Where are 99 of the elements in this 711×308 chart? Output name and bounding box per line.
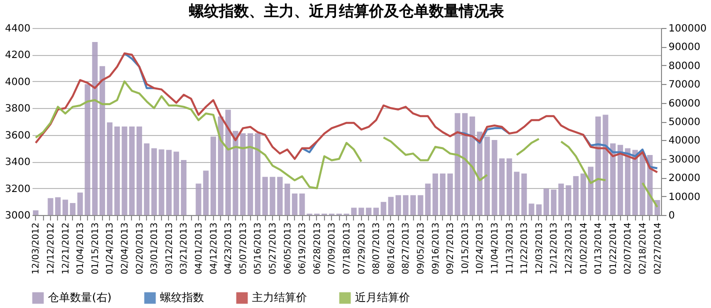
bar	[432, 173, 438, 215]
y-tick-label: 4000	[5, 76, 30, 88]
y-tick-label: 3200	[5, 184, 30, 195]
y2-tick-label: 80000	[668, 60, 700, 72]
y2-tick-label: 100000	[668, 24, 707, 34]
y2-tick-label: 10000	[668, 192, 700, 203]
chart-title: 螺纹指数、主力、近月结算价及仓单数量情况表	[188, 2, 505, 20]
x-tick-label: 06/28/2013	[312, 222, 323, 274]
x-tick-label: 01/15/2013	[90, 222, 101, 274]
y-tick-label: 4200	[5, 50, 30, 62]
x-tick-label: 06/05/2013	[283, 222, 294, 274]
bar	[514, 172, 520, 215]
bar	[402, 195, 408, 215]
bar	[62, 200, 68, 215]
x-tick-label: 01/04/2013	[76, 222, 86, 274]
x-tick-label: 03/01/2013	[150, 222, 160, 274]
bar	[136, 126, 142, 215]
legend-label: 主力结算价	[252, 291, 307, 304]
bar	[580, 173, 586, 215]
x-tick-label: 05/27/2013	[268, 222, 278, 274]
x-tick-label: 10/24/2013	[476, 222, 486, 274]
x-tick-label: 06/19/2013	[298, 222, 308, 274]
bar	[284, 184, 290, 215]
legend-label: 近月结算价	[355, 291, 410, 304]
bar	[144, 143, 150, 215]
bar	[358, 208, 364, 215]
bar	[506, 158, 512, 215]
bar	[100, 66, 106, 215]
x-tick-label: 09/05/2013	[416, 222, 426, 274]
x-tick-label: 02/18/2014	[638, 222, 648, 274]
bar	[396, 195, 402, 215]
x-tick-label: 05/07/2013	[238, 222, 249, 274]
x-tick-label: 04/12/2013	[209, 222, 220, 274]
x-tick-label: 09/16/2013	[431, 222, 442, 274]
x-tick-label: 12/21/2012	[61, 222, 72, 274]
x-tick-label: 12/12/2013	[550, 222, 560, 274]
y-tick-label: 3600	[5, 130, 30, 142]
x-tick-label: 10/15/2013	[460, 222, 471, 274]
x-tick-label: 11/22/2013	[520, 222, 530, 274]
x-tick-label: 07/18/2013	[342, 222, 352, 274]
x-tick-label: 12/12/2012	[46, 222, 56, 274]
bar	[174, 152, 180, 215]
x-tick-label: 02/20/2013	[135, 222, 146, 274]
bar	[366, 208, 372, 215]
bar	[218, 116, 224, 215]
bar	[292, 193, 298, 215]
bar	[470, 116, 476, 215]
bar	[70, 203, 76, 215]
x-tick-label: 01/24/2013	[106, 222, 116, 274]
x-tick-label: 03/12/2013	[164, 222, 175, 274]
y-tick-label: 3800	[5, 104, 30, 115]
x-tick-label: 08/27/2013	[402, 222, 412, 274]
bar	[476, 132, 482, 215]
x-tick-label: 02/27/2014	[653, 222, 664, 274]
x-tick-label: 09/27/2013	[446, 222, 456, 274]
legend-label: 螺纹指数	[160, 291, 204, 304]
x-tick-label: 01/02/2014	[579, 222, 590, 274]
x-tick-label: 02/07/2014	[624, 222, 634, 274]
x-tick-label: 07/29/2013	[357, 222, 368, 274]
bar	[440, 173, 446, 215]
x-tick-label: 08/16/2013	[386, 222, 397, 274]
x-tick-label: 08/07/2013	[372, 222, 382, 274]
y2-tick-label: 50000	[668, 117, 700, 128]
x-tick-label: 04/01/2013	[194, 222, 204, 274]
y2-tick-label: 90000	[668, 42, 700, 54]
bar	[618, 144, 624, 215]
x-tick-label: 12/03/2012	[32, 222, 42, 274]
x-tick-label: 07/09/2013	[328, 222, 338, 274]
bar	[544, 188, 550, 215]
x-tick-label: 05/16/2013	[254, 222, 264, 274]
x-tick-label: 03/21/2013	[180, 222, 190, 274]
line-series	[34, 52, 658, 174]
x-tick-label: 12/23/2013	[564, 222, 574, 274]
y2-tick-label: 30000	[668, 154, 700, 166]
x-tick-label: 12/03/2013	[534, 222, 545, 274]
bar	[550, 190, 556, 215]
x-tick-label: 04/23/2013	[224, 222, 234, 274]
y-tick-label: 3000	[5, 210, 30, 222]
x-tick-label: 02/04/2013	[120, 222, 130, 274]
y2-tick-label: 0	[668, 210, 675, 222]
y2-tick-label: 60000	[668, 98, 700, 110]
x-tick-label: 01/22/2014	[608, 222, 619, 274]
bar	[588, 166, 594, 215]
y2-tick-label: 40000	[668, 136, 700, 147]
y2-tick-label: 70000	[668, 80, 700, 91]
x-tick-label: 11/13/2013	[505, 222, 516, 274]
bar	[210, 136, 216, 215]
y2-tick-label: 20000	[668, 173, 700, 184]
bar	[624, 148, 630, 215]
legend-label: 仓单数量(右)	[48, 291, 112, 304]
x-tick-label: 11/04/2013	[490, 222, 500, 274]
y-tick-label: 3400	[5, 157, 30, 168]
bar	[32, 210, 38, 215]
y-tick-label: 4400	[5, 24, 30, 34]
x-tick-label: 01/13/2014	[594, 222, 604, 274]
bar	[248, 133, 254, 215]
bar	[106, 122, 112, 215]
bar	[254, 133, 260, 215]
bar	[180, 160, 186, 215]
